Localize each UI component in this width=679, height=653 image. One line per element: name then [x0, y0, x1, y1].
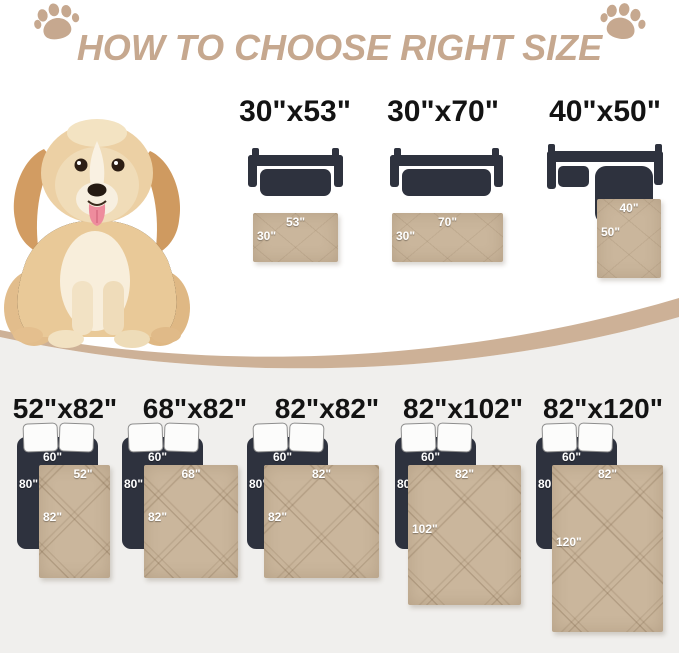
- blanket-width-label: 68": [181, 467, 201, 481]
- size-option-title: 68"x82": [142, 393, 248, 424]
- blanket-length-label: 102": [412, 522, 438, 537]
- sofa-backrest: [547, 151, 663, 162]
- pillow-icon: [541, 422, 578, 453]
- bed-width-label: 60": [43, 450, 63, 464]
- paw-icon: [600, 3, 646, 39]
- bed-width-label: 60": [273, 450, 293, 464]
- pillow-icon: [127, 422, 164, 453]
- blanket: 68" 82": [144, 465, 238, 578]
- bed-width-label: 60": [148, 450, 168, 464]
- pillow-icon: [58, 422, 95, 453]
- bench-leg: [394, 148, 401, 157]
- bench-leg: [492, 148, 499, 157]
- blanket-length-label: 120": [556, 534, 582, 549]
- bed-width-label: 60": [421, 450, 441, 464]
- blanket-width-label: 52": [73, 467, 93, 481]
- bench-icon: [390, 148, 503, 196]
- blanket-width-label: 53": [285, 215, 306, 229]
- size-option-title: 30"x70": [387, 95, 499, 128]
- blanket: 82" 120": [552, 465, 663, 632]
- blanket: 82" 82": [264, 465, 379, 578]
- sofa-leg: [655, 144, 662, 153]
- bench-armrest: [390, 155, 399, 187]
- blanket: 70" 30": [392, 213, 503, 262]
- pillow-icon: [288, 422, 325, 453]
- blanket-width-label: 82": [311, 467, 332, 481]
- blanket-length-label: 82": [43, 509, 63, 524]
- blanket: 52" 82": [39, 465, 110, 578]
- pillow-icon: [252, 422, 289, 453]
- blanket: 40" 50": [597, 199, 661, 278]
- bench-armrest: [248, 155, 257, 187]
- bench-leg: [252, 148, 259, 157]
- bench-armrest: [334, 155, 343, 187]
- pillow-icon: [163, 422, 200, 453]
- size-option-title: 52"x82": [12, 393, 118, 424]
- blanket: 53" 30": [253, 213, 338, 262]
- sofa-seat-cushion: [558, 166, 589, 187]
- bench-armrest: [494, 155, 503, 187]
- bed-length-label: 80": [19, 477, 39, 491]
- pillow-icon: [22, 422, 59, 453]
- bed-length-label: 80": [124, 477, 144, 491]
- bench-icon: [248, 148, 343, 196]
- blanket: 82" 102": [408, 465, 521, 605]
- page-title: HOW TO CHOOSE RIGHT SIZE: [76, 27, 603, 69]
- sofa-armrest: [547, 151, 556, 189]
- bench-cushion: [402, 169, 491, 196]
- dog-photo: [4, 119, 190, 348]
- pillow-icon: [577, 422, 614, 453]
- size-option-title: 30"x53": [239, 95, 351, 128]
- pillow-icon: [400, 422, 437, 453]
- blanket-length-label: 82": [268, 509, 288, 524]
- sofa-armrest: [654, 151, 663, 185]
- blanket-width-label: 70": [437, 215, 458, 229]
- size-option-title: 82"x120": [543, 393, 663, 424]
- size-option-title: 82"x102": [403, 393, 523, 424]
- paw-icon: [34, 3, 80, 40]
- blanket-length-label: 50": [601, 225, 621, 240]
- bench-backrest: [390, 155, 503, 166]
- pillow-icon: [436, 422, 473, 453]
- sofa-leg: [548, 144, 555, 153]
- bench-cushion: [260, 169, 331, 196]
- bench-leg: [332, 148, 339, 157]
- blanket-width-label: 40": [619, 201, 639, 215]
- size-option-title: 40"x50": [549, 95, 661, 128]
- blanket-length-label: 30": [257, 228, 277, 243]
- blanket-width-label: 82": [454, 467, 475, 481]
- bed-width-label: 60": [562, 450, 582, 464]
- bench-backrest: [248, 155, 343, 166]
- size-option-title: 82"x82": [274, 393, 380, 424]
- blanket-width-label: 82": [597, 467, 618, 481]
- blanket-length-label: 30": [396, 228, 416, 243]
- bed-length-label: 80": [249, 477, 269, 491]
- blanket-length-label: 82": [148, 509, 168, 524]
